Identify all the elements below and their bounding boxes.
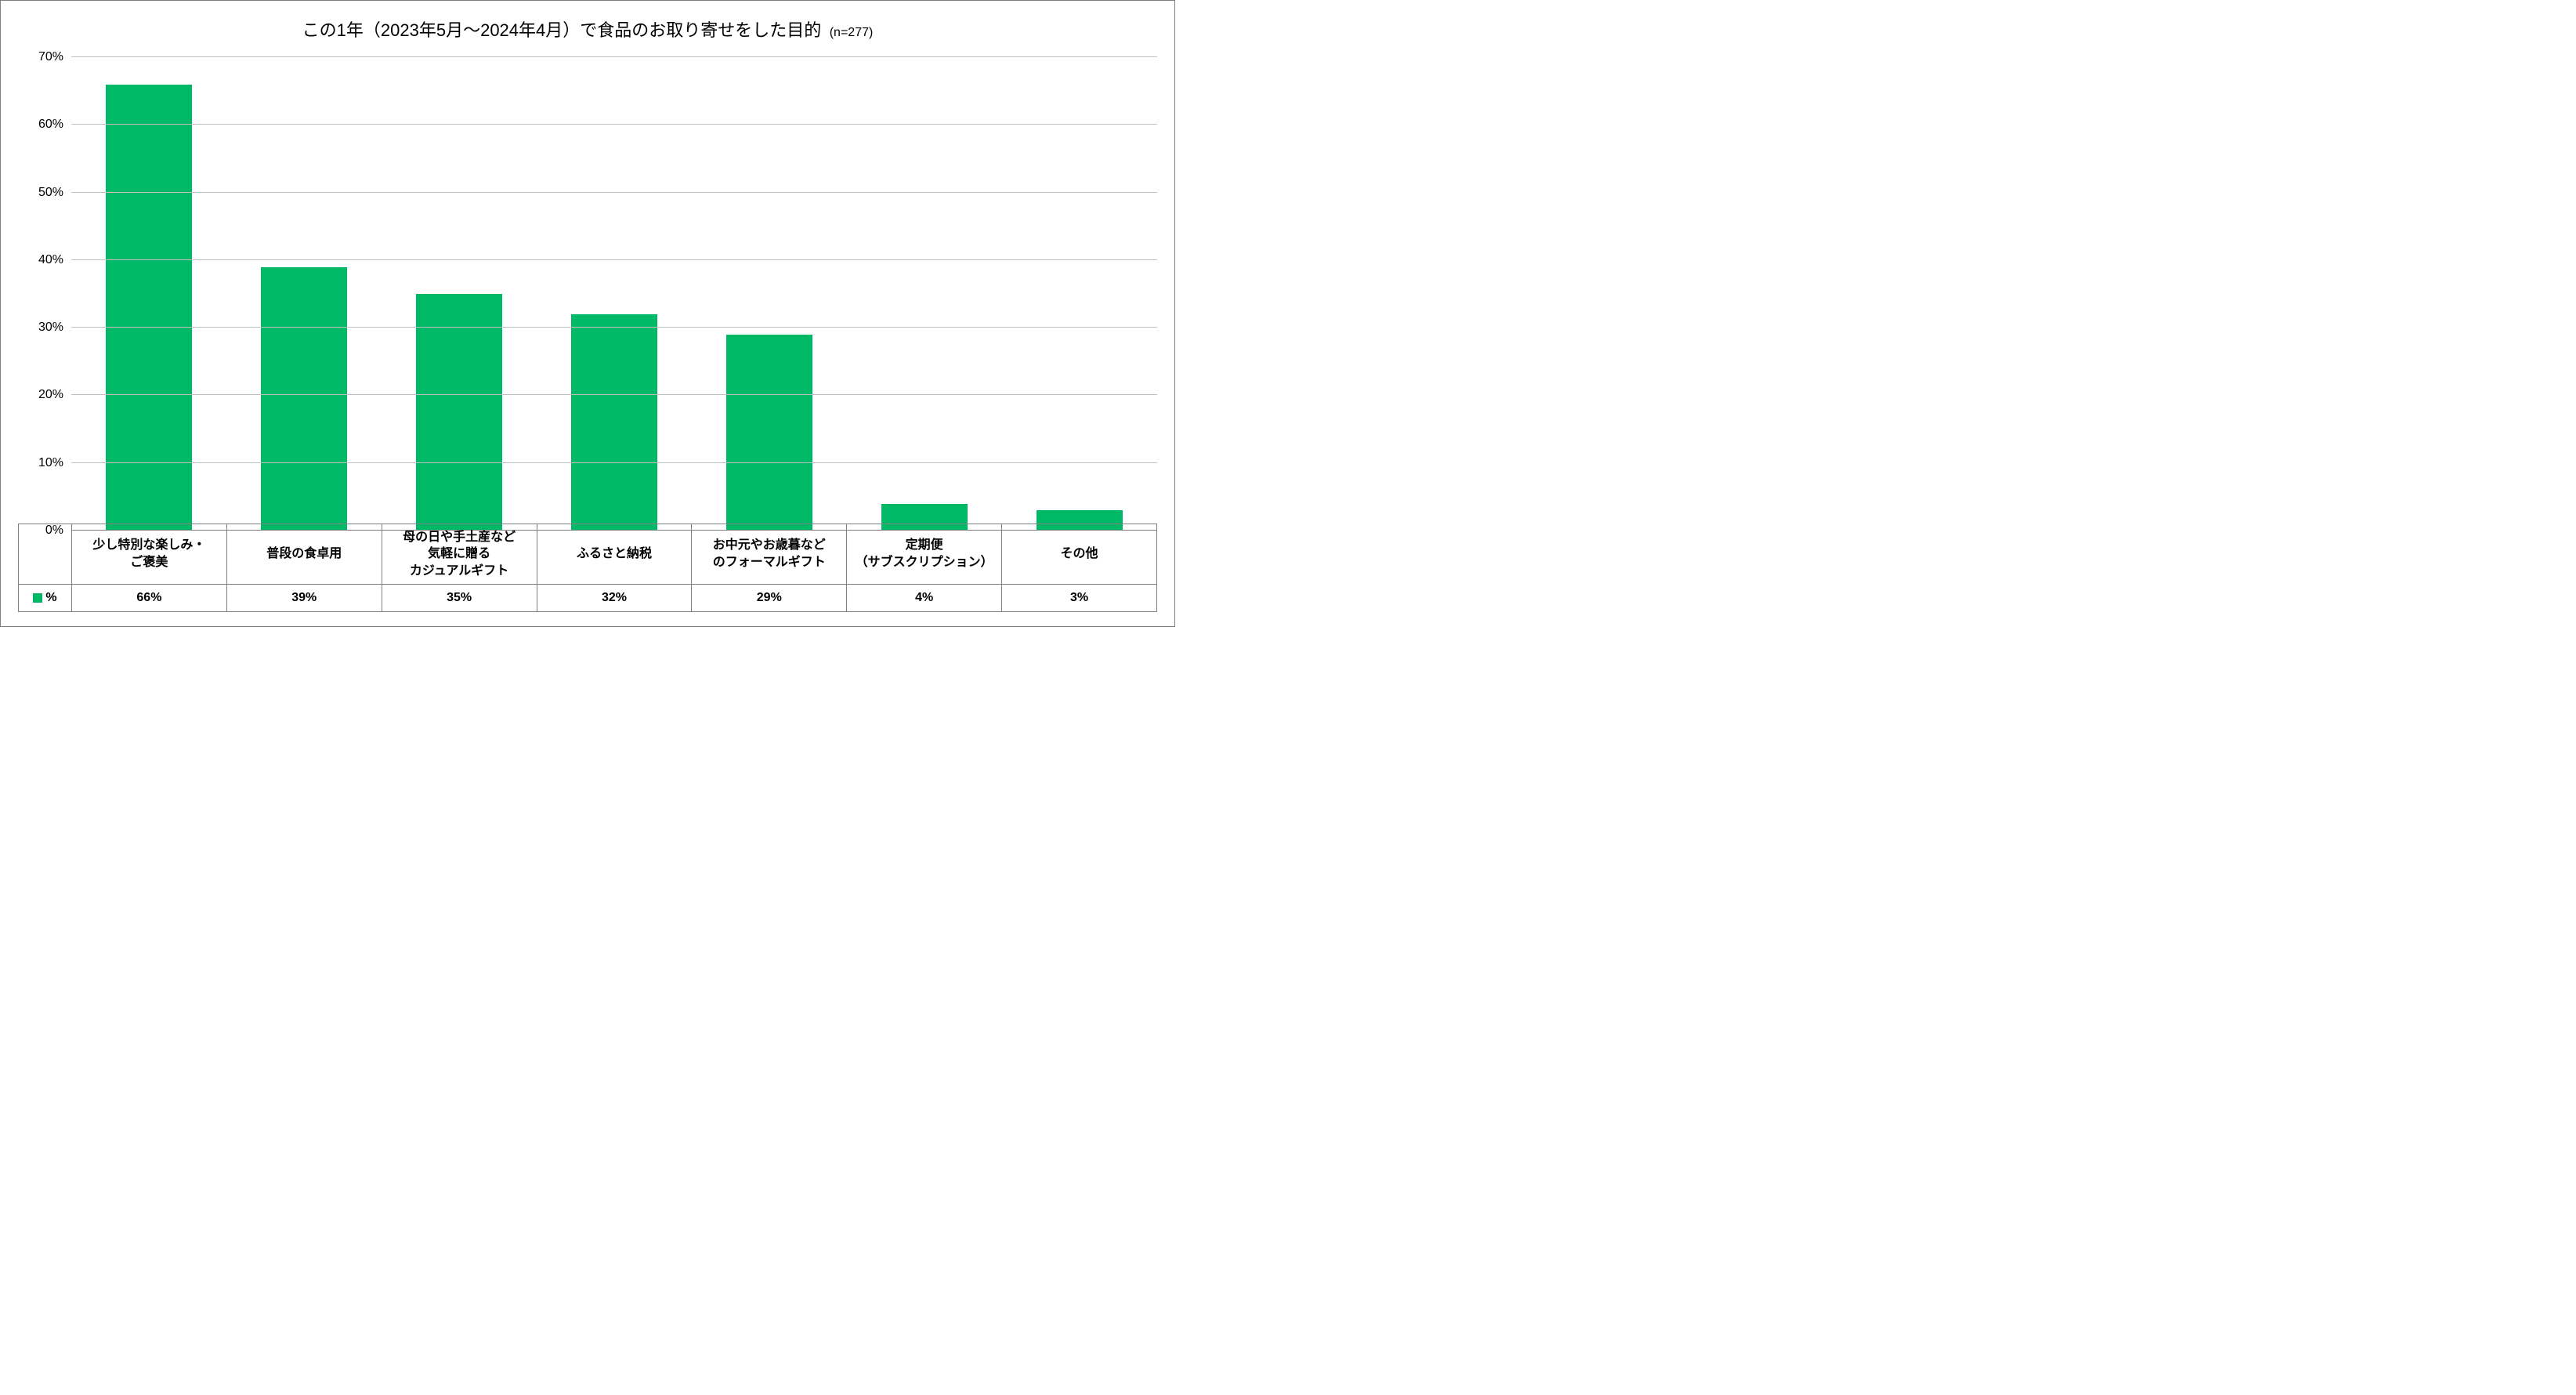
chart-subtitle: (n=277) [830, 26, 874, 39]
value-row: % 66%39%35%32%29%4%3% [19, 585, 1157, 612]
y-axis-label: 50% [38, 186, 71, 200]
category-cell: 母の日や手土産など気軽に贈るカジュアルギフト [382, 524, 537, 585]
value-cell: 29% [692, 585, 847, 612]
bar-slot [1002, 57, 1157, 531]
bar-slot [847, 57, 1002, 531]
gridline [71, 259, 1157, 260]
bar [261, 267, 348, 531]
legend-label: % [45, 591, 56, 604]
value-cell: 32% [537, 585, 692, 612]
bar-slot [71, 57, 226, 531]
gridline [71, 192, 1157, 193]
table-corner-top [19, 524, 72, 585]
plot-area: 0%10%20%30%40%50%60%70% [71, 57, 1157, 531]
chart-title: この1年（2023年5月～2024年4月）で食品のお取り寄せをした目的 [302, 20, 822, 40]
value-cell: 3% [1002, 585, 1157, 612]
bar [571, 314, 658, 531]
y-axis-label: 60% [38, 118, 71, 132]
category-cell: その他 [1002, 524, 1157, 585]
bar-slot [226, 57, 382, 531]
gridline [71, 124, 1157, 125]
legend-cell: % [19, 585, 72, 612]
chart-title-wrap: この1年（2023年5月～2024年4月）で食品のお取り寄せをした目的 (n=2… [1, 1, 1174, 49]
bar [726, 335, 813, 531]
gridline [71, 327, 1157, 328]
category-cell: お中元やお歳暮などのフォーマルギフト [692, 524, 847, 585]
y-axis-label: 30% [38, 321, 71, 335]
bar-slot [692, 57, 847, 531]
y-axis-label: 10% [38, 456, 71, 470]
bar-slot [382, 57, 537, 531]
legend-swatch-icon [33, 593, 42, 603]
category-cell: 定期便（サブスクリプション） [847, 524, 1002, 585]
bar-slot [537, 57, 692, 531]
y-axis-label: 40% [38, 253, 71, 267]
data-table: 少し特別な楽しみ・ご褒美普段の食卓用母の日や手土産など気軽に贈るカジュアルギフト… [18, 524, 1157, 612]
gridline [71, 394, 1157, 395]
category-cell: 普段の食卓用 [226, 524, 382, 585]
gridline [71, 462, 1157, 463]
bars-row [71, 57, 1157, 531]
bar [106, 85, 193, 531]
category-cell: 少し特別な楽しみ・ご褒美 [72, 524, 227, 585]
value-cell: 39% [226, 585, 382, 612]
value-cell: 35% [382, 585, 537, 612]
y-axis-label: 20% [38, 388, 71, 402]
value-cell: 4% [847, 585, 1002, 612]
y-axis-label: 70% [38, 50, 71, 64]
bar [416, 294, 503, 531]
category-row: 少し特別な楽しみ・ご褒美普段の食卓用母の日や手土産など気軽に贈るカジュアルギフト… [19, 524, 1157, 585]
value-cell: 66% [72, 585, 227, 612]
gridline [71, 56, 1157, 57]
chart-container: この1年（2023年5月～2024年4月）で食品のお取り寄せをした目的 (n=2… [0, 0, 1175, 627]
category-cell: ふるさと納税 [537, 524, 692, 585]
